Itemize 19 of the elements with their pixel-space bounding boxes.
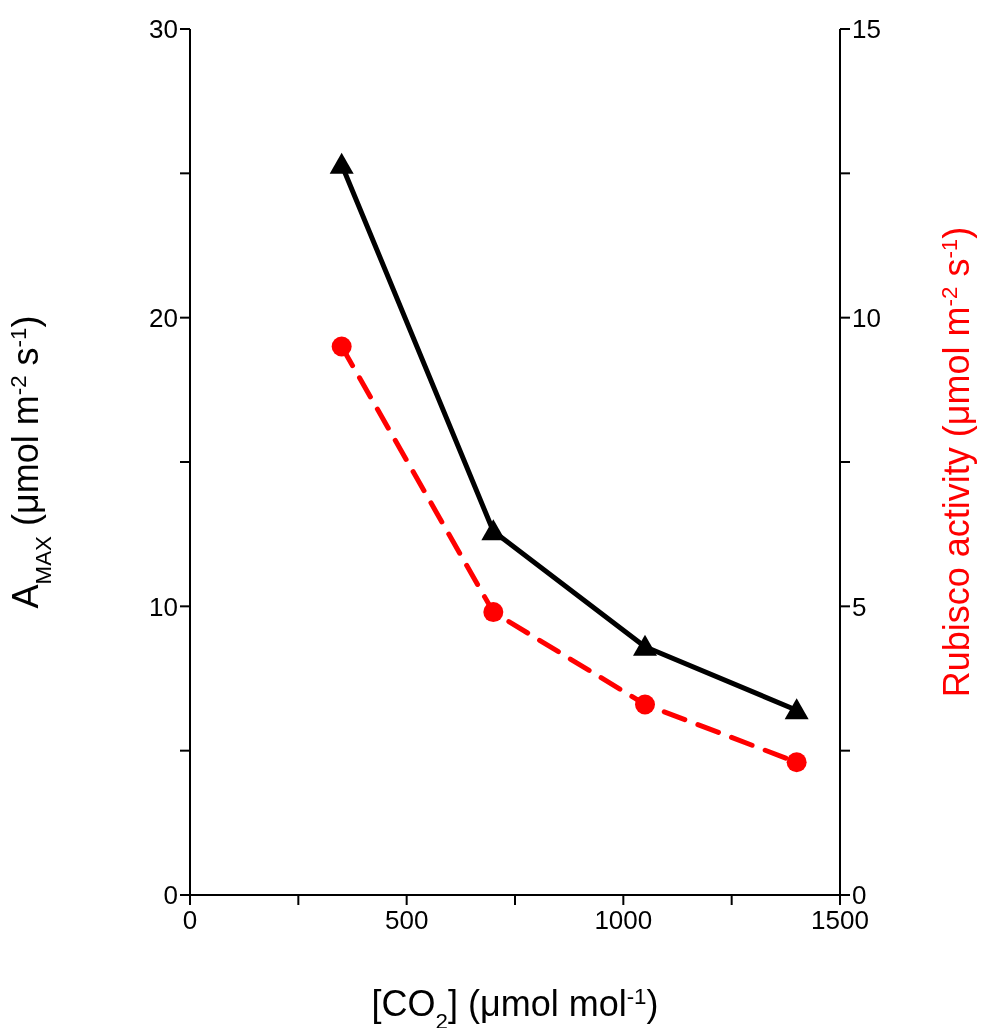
point [635, 694, 655, 715]
x-tick-label: 0 [182, 905, 198, 936]
y-tick-label: 0 [163, 880, 178, 911]
point [483, 602, 504, 623]
point [633, 634, 657, 656]
y2-tick-label: 15 [852, 14, 881, 45]
x-tick-label: 1000 [594, 905, 653, 936]
point [481, 519, 506, 541]
x-tick-label: 500 [384, 905, 429, 936]
x-axis-title: [CO$_{2}$] (μmol mol$^{-1}$) [371, 983, 659, 1034]
point [784, 698, 809, 720]
y2-tick-label: 5 [852, 591, 867, 622]
point [331, 336, 352, 357]
y2-tick-label: 10 [852, 302, 881, 333]
point [329, 152, 354, 174]
point [786, 752, 807, 773]
y-tick-label: 10 [149, 591, 178, 622]
y-tick-label: 20 [149, 302, 178, 333]
y-tick-label: 30 [149, 14, 178, 45]
